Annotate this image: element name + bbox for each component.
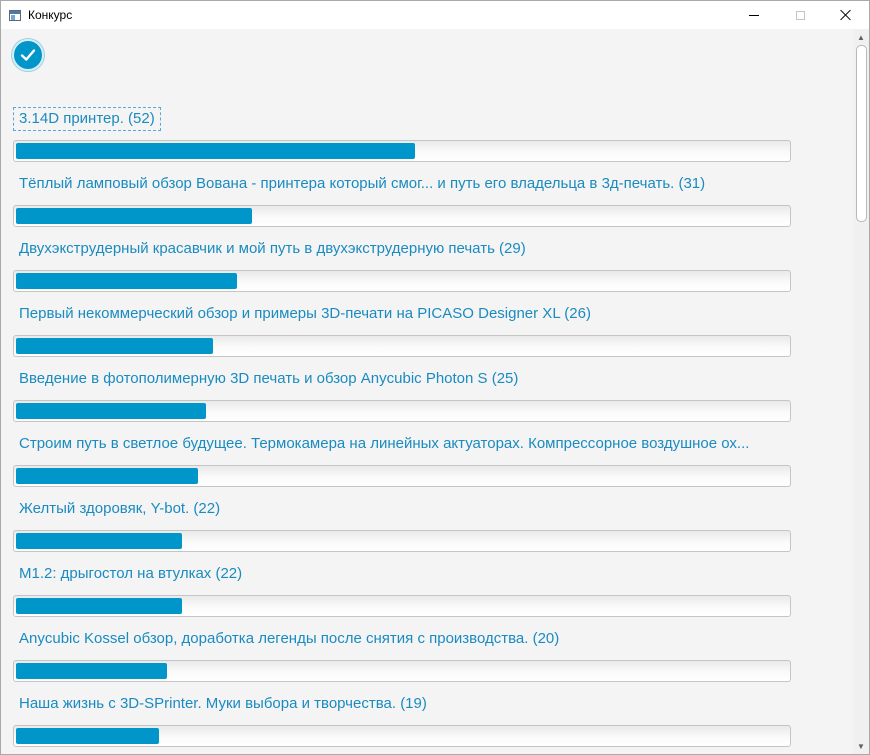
window-title: Конкурс: [28, 8, 73, 22]
progress-bar: [13, 335, 791, 357]
progress-bar: [13, 205, 791, 227]
close-button[interactable]: [823, 1, 869, 29]
entry-label[interactable]: Наша жизнь с 3D-SPrinter. Муки выбора и …: [19, 695, 427, 712]
progress-fill: [16, 533, 182, 549]
progress-bar: [13, 530, 791, 552]
progress-bar: [13, 140, 791, 162]
progress-fill: [16, 338, 213, 354]
progress-fill: [16, 143, 415, 159]
progress-fill: [16, 403, 206, 419]
progress-fill: [16, 598, 182, 614]
list-item[interactable]: Первый некоммерческий обзор и примеры 3D…: [13, 302, 791, 357]
progress-fill: [16, 728, 159, 744]
list-item[interactable]: Двухэкструдерный красавчик и мой путь в …: [13, 237, 791, 292]
entry-label[interactable]: Первый некоммерческий обзор и примеры 3D…: [19, 305, 591, 322]
entry-label[interactable]: Тёплый ламповый обзор Вована - принтера …: [19, 175, 706, 192]
entry-label[interactable]: Введение в фотополимерную 3D печать и об…: [19, 370, 519, 387]
progress-fill: [16, 663, 167, 679]
list-item[interactable]: Введение в фотополимерную 3D печать и об…: [13, 367, 791, 422]
list-item[interactable]: Наша жизнь с 3D-SPrinter. Муки выбора и …: [13, 692, 791, 747]
progress-bar: [13, 595, 791, 617]
list-item[interactable]: Anycubic Kossel обзор, доработка легенды…: [13, 627, 791, 682]
title-bar[interactable]: Конкурс: [1, 1, 869, 29]
progress-bar: [13, 725, 791, 747]
list-item[interactable]: M1.2: дрыгостол на втулках (22): [13, 562, 791, 617]
window-app-icon: [9, 9, 21, 21]
entry-label[interactable]: Двухэкструдерный красавчик и мой путь в …: [19, 240, 526, 257]
confirm-button[interactable]: [12, 39, 44, 71]
progress-fill: [16, 468, 198, 484]
content-area: 3.14D принтер. (52) Тёплый ламповый обзор…: [1, 29, 853, 754]
entry-label[interactable]: Anycubic Kossel обзор, доработка легенды…: [19, 630, 560, 647]
list-item[interactable]: Строим путь в светлое будущее. Термокаме…: [13, 432, 791, 487]
minimize-button[interactable]: [731, 1, 777, 29]
progress-fill: [16, 273, 237, 289]
checkmark-icon: [20, 49, 36, 61]
progress-bar: [13, 465, 791, 487]
progress-bar: [13, 270, 791, 292]
progress-fill: [16, 208, 252, 224]
entry-label[interactable]: M1.2: дрыгостол на втулках (22): [19, 565, 243, 582]
scroll-down-arrow-icon[interactable]: ▼: [857, 741, 865, 751]
scrollbar-thumb[interactable]: [856, 45, 867, 222]
entry-label[interactable]: 3.14D принтер. (52): [13, 107, 161, 131]
minimize-icon: [749, 14, 759, 16]
list-item[interactable]: 3.14D принтер. (52): [13, 107, 791, 162]
maximize-button: [777, 1, 823, 29]
progress-bar: [13, 400, 791, 422]
list-item[interactable]: Желтый здоровяк, Y-bot. (22): [13, 497, 791, 552]
vertical-scrollbar[interactable]: ▲ ▼: [853, 29, 869, 754]
window-controls: [731, 1, 869, 29]
entry-label[interactable]: Желтый здоровяк, Y-bot. (22): [19, 500, 221, 517]
list-item[interactable]: Тёплый ламповый обзор Вована - принтера …: [13, 172, 791, 227]
progress-bar: [13, 660, 791, 682]
entry-label[interactable]: Строим путь в светлое будущее. Термокаме…: [19, 435, 750, 452]
maximize-icon: [795, 10, 805, 20]
close-icon: [840, 9, 852, 21]
scroll-up-arrow-icon[interactable]: ▲: [857, 32, 865, 42]
